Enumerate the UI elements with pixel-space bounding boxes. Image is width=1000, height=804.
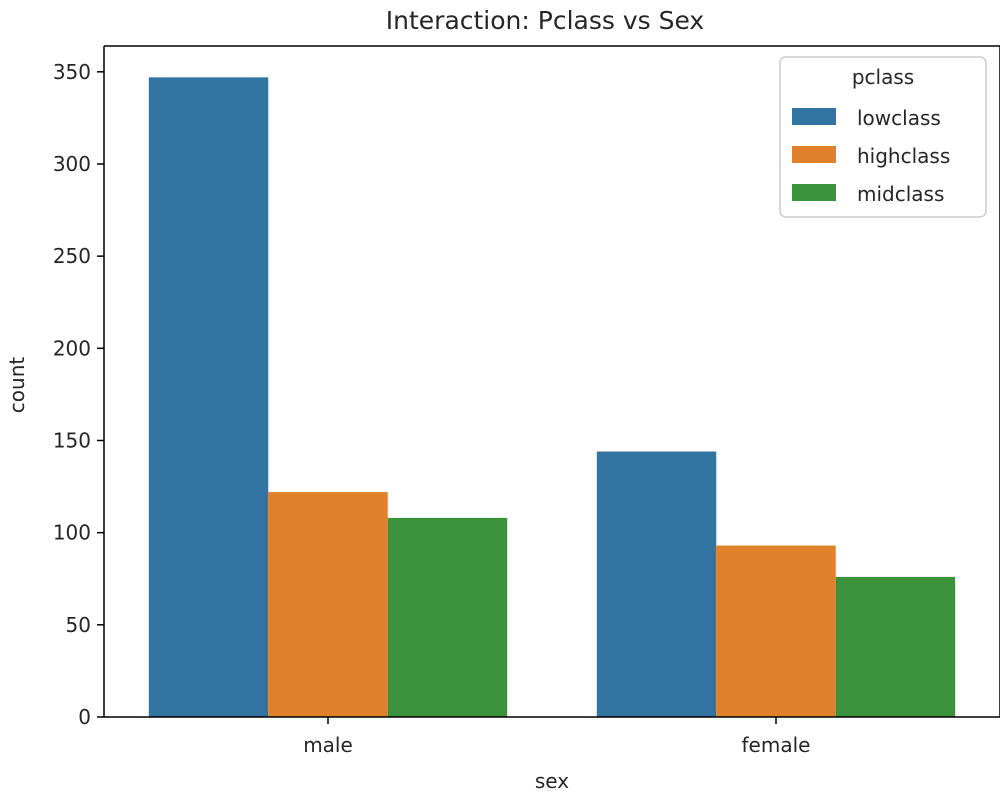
axes-frame (103, 45, 1000, 718)
legend-items: lowclass highclass midclass (792, 106, 950, 206)
legend-label-midclass: midclass (857, 182, 944, 206)
legend-swatch-lowclass (792, 108, 836, 125)
x-axis-label: sex (535, 769, 569, 793)
y-tick-label: 200 (53, 336, 91, 360)
chart-title: Interaction: Pclass vs Sex (386, 6, 704, 35)
legend-swatch-midclass (792, 184, 836, 201)
legend: pclass lowclass highclass midclass (779, 56, 987, 218)
y-axis-label: count (5, 357, 29, 414)
legend-box (779, 56, 987, 218)
bar-female-midclass (835, 576, 956, 717)
bars-layer (148, 77, 956, 718)
legend-label-highclass: highclass (857, 144, 950, 168)
x-axis-ticks: male female (303, 717, 810, 757)
legend-title: pclass (852, 65, 914, 89)
y-tick-label: 250 (53, 244, 91, 268)
x-tick-label-female: female (742, 733, 811, 757)
x-tick-label-male: male (303, 733, 353, 757)
y-tick-label: 150 (53, 428, 91, 452)
bar-female-highclass (716, 545, 836, 717)
bar-female-lowclass (596, 451, 717, 717)
y-tick-label: 50 (66, 613, 91, 637)
legend-label-lowclass: lowclass (857, 106, 941, 130)
y-tick-label: 350 (53, 60, 91, 84)
y-axis-ticks: 0 50 100 150 200 250 300 350 (53, 60, 104, 729)
legend-swatch-highclass (792, 146, 836, 163)
bar-male-midclass (387, 517, 508, 717)
bar-male-highclass (268, 492, 388, 717)
y-tick-label: 100 (53, 521, 91, 545)
y-tick-label: 300 (53, 152, 91, 176)
y-tick-label: 0 (78, 705, 91, 729)
bar-male-lowclass (148, 77, 269, 718)
